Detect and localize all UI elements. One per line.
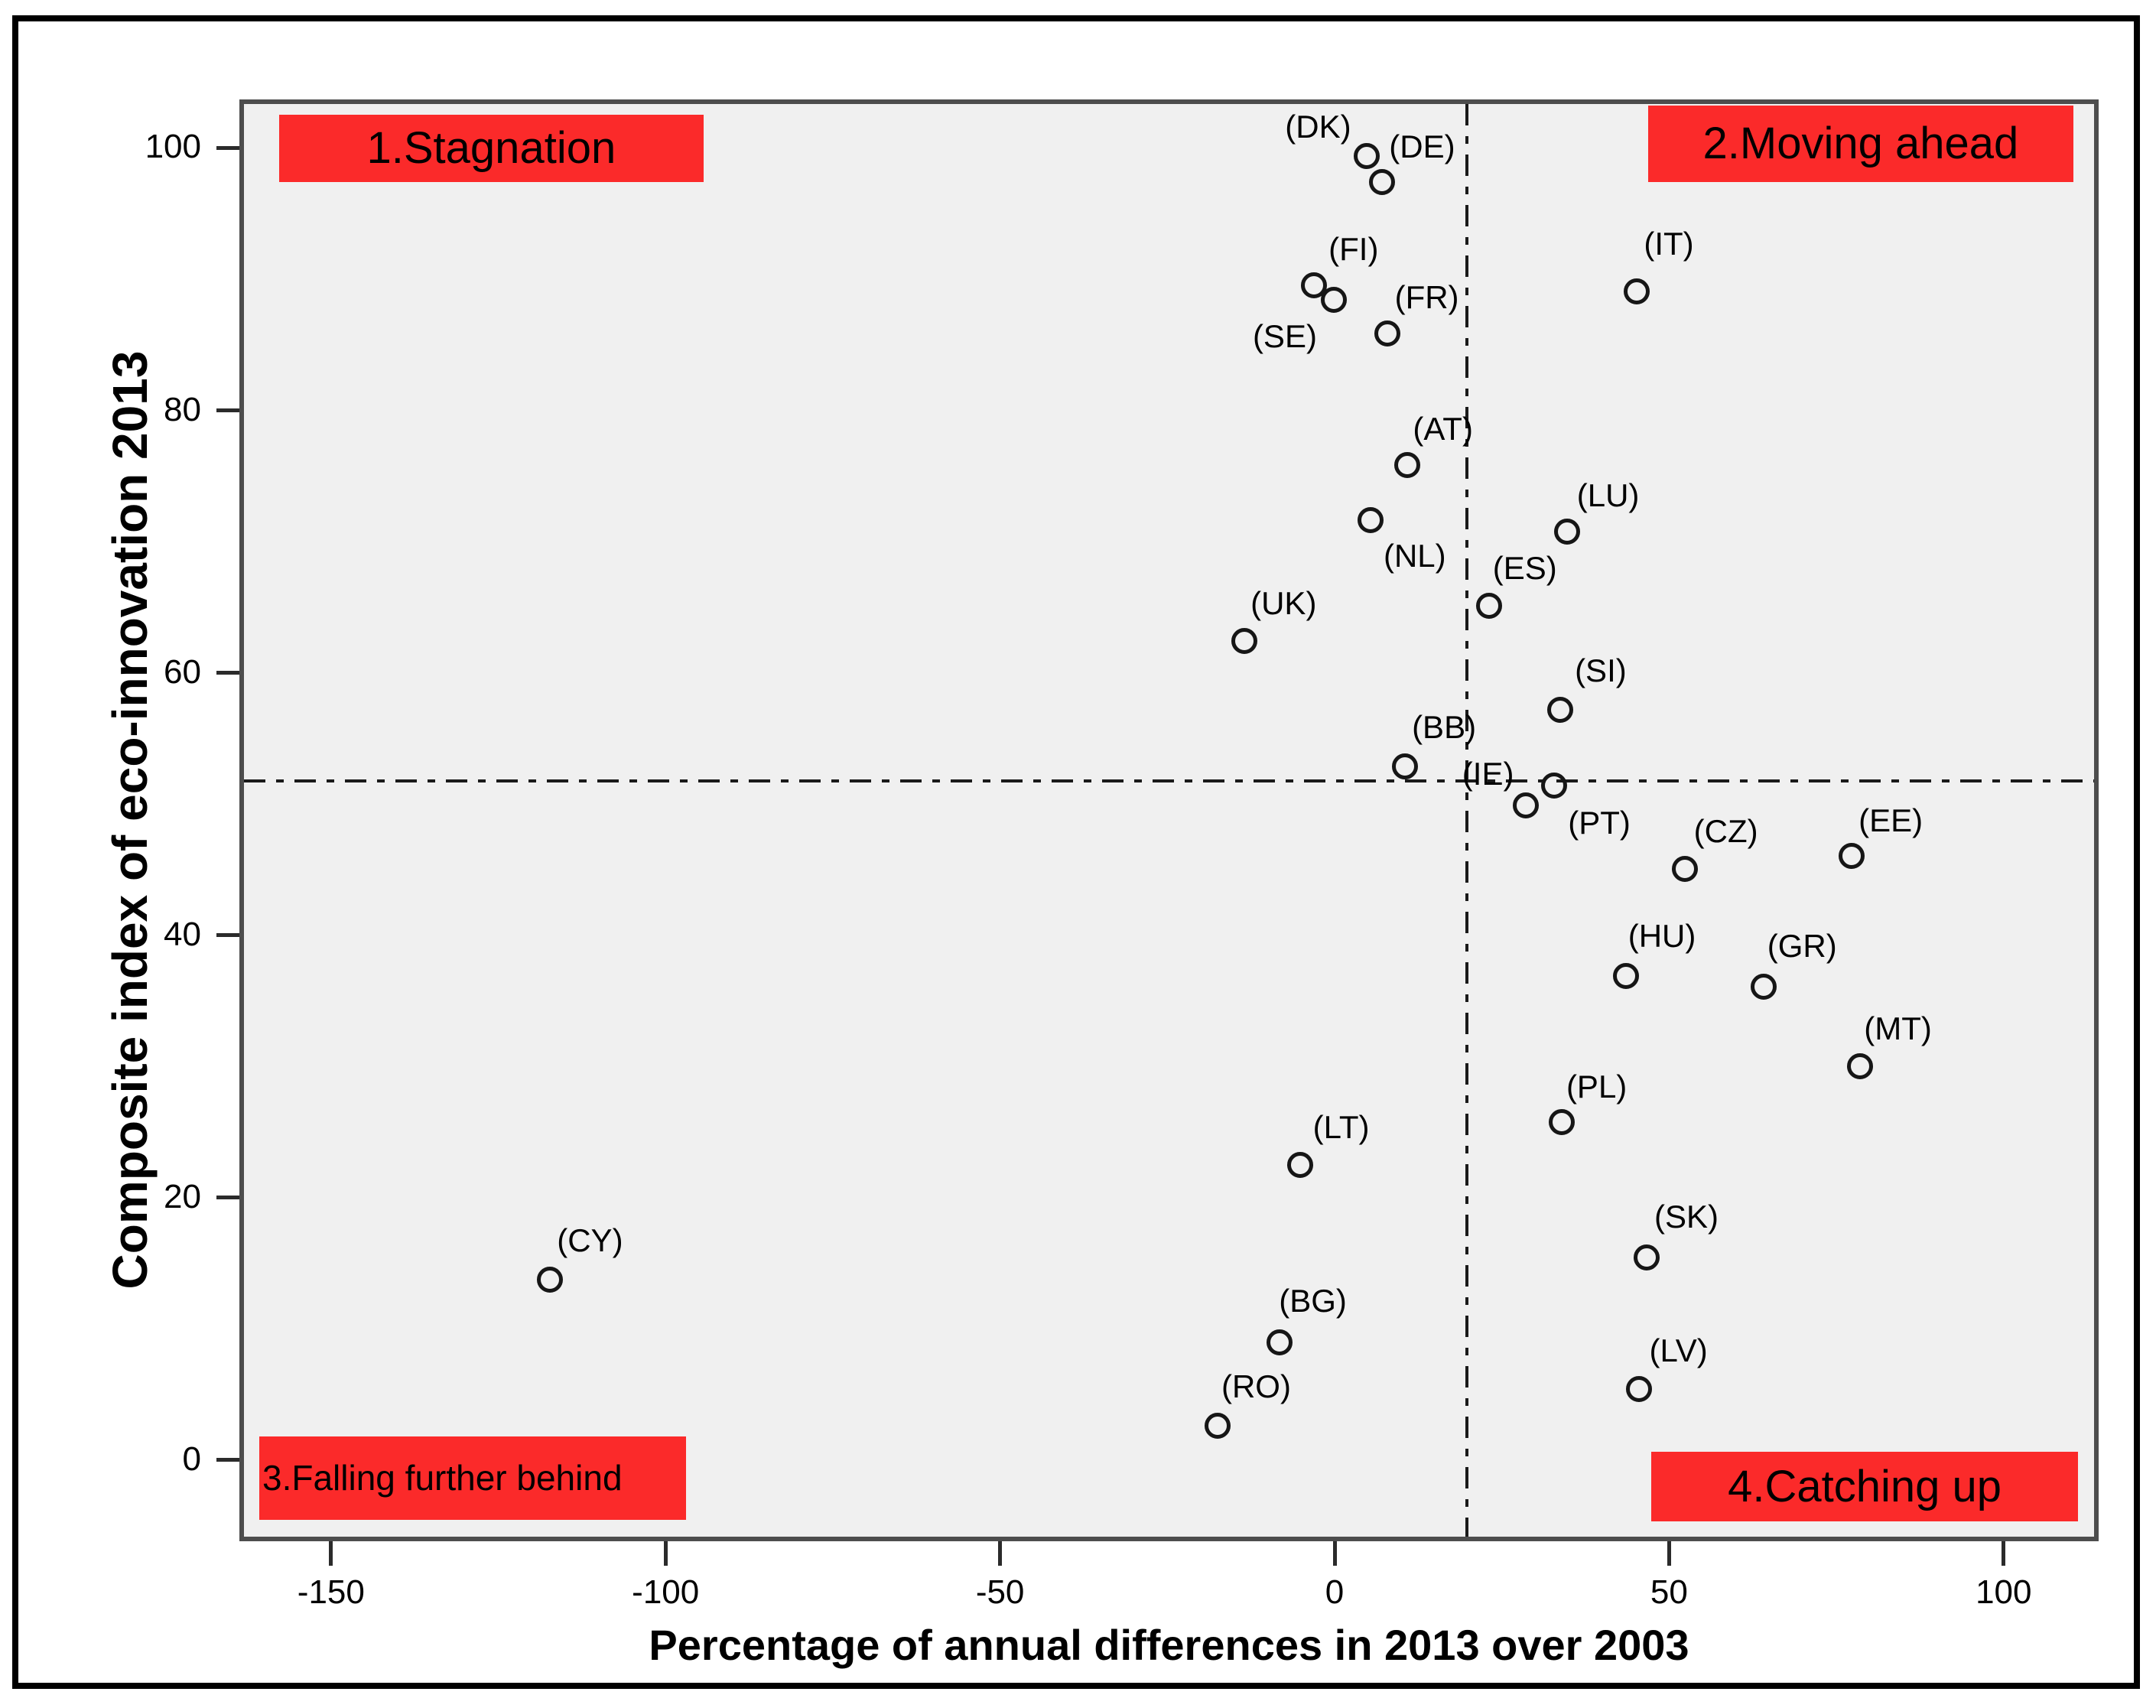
x-tick-label: 0 (1325, 1573, 1345, 1611)
y-tick-mark (216, 1458, 239, 1462)
x-tick-mark (329, 1541, 333, 1566)
data-point-marker (1553, 519, 1580, 545)
reference-lines-layer (244, 104, 2094, 1537)
data-points-layer: (DK) (DE) (FI) (SE) (FR) (IT) (AT) (NL) (LU) (ES)… (244, 104, 2094, 1537)
x-tick-mark (1332, 1541, 1337, 1566)
data-point-label: (HU) (1628, 918, 1696, 955)
horizontal-reference-line (244, 779, 2094, 782)
data-point-marker (1512, 792, 1539, 818)
data-point-label: (CY) (557, 1222, 623, 1259)
data-point-marker (1751, 973, 1777, 1000)
x-tick-mark (663, 1541, 668, 1566)
y-tick-label: 0 (182, 1440, 201, 1478)
data-point-label: (EE) (1858, 802, 1923, 839)
data-point-label: (IE) (1462, 755, 1514, 792)
data-point-label: (PL) (1566, 1069, 1628, 1105)
vertical-reference-line (1465, 104, 1469, 1537)
y-tick-label: 80 (164, 390, 201, 428)
quadrant-labels-layer: 1.Stagnation 2.Moving ahead 3.Falling furt… (244, 104, 2094, 1537)
y-tick-label: 100 (145, 128, 201, 166)
y-tick-mark (216, 671, 239, 675)
data-point-label: (SK) (1654, 1199, 1719, 1235)
data-point-marker (1392, 753, 1419, 779)
data-point-marker (1475, 593, 1502, 620)
data-point-label: (SE) (1252, 317, 1317, 354)
data-point-label: (LU) (1576, 477, 1640, 513)
quadrant-label-box: 4.Catching up (1651, 1452, 2079, 1521)
data-point-marker (1623, 278, 1650, 305)
data-point-marker (1548, 1109, 1575, 1136)
data-point-label: (CZ) (1693, 813, 1758, 850)
data-point-marker (1357, 506, 1384, 533)
data-point-marker (1286, 1152, 1313, 1179)
data-point-label: (BG) (1279, 1283, 1347, 1319)
data-point-marker (1625, 1376, 1652, 1403)
data-point-marker (1266, 1329, 1293, 1356)
y-tick-mark (216, 408, 239, 412)
x-tick-label: -50 (975, 1573, 1025, 1611)
data-point-label: (PT) (1568, 805, 1631, 841)
x-tick-label: 50 (1650, 1573, 1688, 1611)
data-point-marker (1634, 1244, 1660, 1271)
data-point-marker (1205, 1413, 1231, 1440)
quadrant-label-box: 2.Moving ahead (1647, 105, 2073, 183)
quadrant-label-box: 3.Falling further behind (259, 1436, 686, 1520)
y-tick-mark (216, 933, 239, 938)
data-point-marker (537, 1267, 564, 1293)
data-point-marker (1546, 697, 1573, 724)
y-tick-label: 20 (164, 1177, 201, 1215)
data-point-label: (SI) (1575, 652, 1627, 689)
x-tick-mark (2002, 1541, 2006, 1566)
x-axis-title: Percentage of annual differences in 2013… (649, 1621, 1689, 1669)
data-point-marker (1320, 286, 1347, 313)
data-point-label: (AT) (1413, 411, 1473, 447)
data-point-label: (IT) (1644, 226, 1694, 262)
data-point-marker (1839, 843, 1865, 870)
data-point-marker (1613, 963, 1640, 990)
data-point-label: (MT) (1864, 1010, 1932, 1046)
data-point-marker (1846, 1052, 1873, 1079)
data-point-marker (1671, 856, 1698, 883)
data-point-label: (FR) (1394, 278, 1459, 315)
data-point-label: (UK) (1250, 585, 1317, 622)
y-tick-label: 40 (164, 915, 201, 953)
data-point-label: (FI) (1328, 230, 1379, 267)
quadrant-label-box: 1.Stagnation (279, 114, 704, 183)
x-tick-mark (998, 1541, 1003, 1566)
data-point-label: (NL) (1383, 537, 1446, 574)
data-point-label: (LV) (1649, 1332, 1708, 1369)
x-tick-label: 100 (1976, 1573, 2032, 1611)
y-axis-title: Composite index of eco-innovation 2013 (102, 350, 158, 1290)
data-point-label: (LT) (1312, 1109, 1370, 1146)
data-point-marker (1354, 143, 1380, 170)
data-point-label: (ES) (1492, 550, 1557, 587)
x-tick-mark (1667, 1541, 1671, 1566)
data-point-marker (1300, 272, 1327, 298)
data-point-label: (GR) (1767, 927, 1837, 964)
data-point-label: (RO) (1221, 1368, 1291, 1405)
plot-area: 1.Stagnation 2.Moving ahead 3.Falling furt… (239, 99, 2099, 1541)
x-tick-label: -100 (632, 1573, 700, 1611)
data-point-marker (1374, 320, 1400, 346)
y-tick-mark (216, 145, 239, 150)
data-point-marker (1231, 628, 1258, 655)
data-point-marker (1541, 773, 1568, 799)
y-tick-label: 60 (164, 652, 201, 691)
x-tick-label: -150 (297, 1573, 365, 1611)
data-point-marker (1369, 169, 1396, 196)
data-point-label: (DE) (1389, 129, 1455, 165)
data-point-label: (BB) (1412, 708, 1477, 745)
y-tick-mark (216, 1196, 239, 1200)
data-point-marker (1393, 452, 1420, 479)
data-point-label: (DK) (1285, 109, 1351, 145)
